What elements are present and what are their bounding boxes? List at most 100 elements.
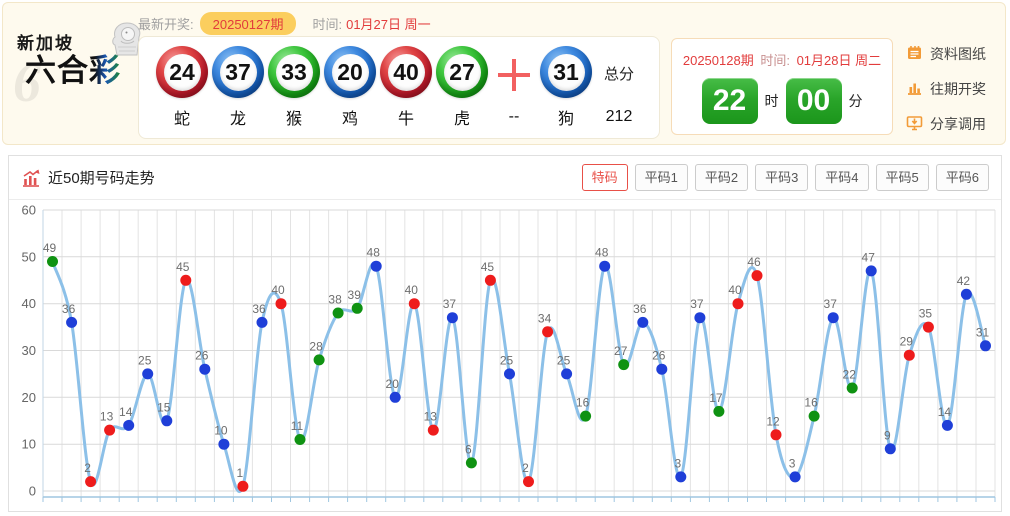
next-draw-time-value: 01月28日 周二	[796, 53, 882, 68]
tab-special-code[interactable]: 特码	[581, 164, 628, 191]
svg-text:36: 36	[252, 302, 266, 316]
svg-text:45: 45	[176, 260, 190, 274]
svg-text:3: 3	[789, 456, 796, 470]
svg-text:30: 30	[22, 343, 36, 358]
svg-text:47: 47	[862, 250, 876, 264]
zodiac-label: 龙	[229, 111, 246, 128]
zodiac-label: 牛	[397, 111, 414, 128]
ball-number: 24	[163, 53, 201, 91]
svg-text:20: 20	[22, 390, 36, 405]
svg-text:25: 25	[500, 353, 514, 367]
ball-column-special: 31 狗	[539, 46, 593, 129]
svg-text:25: 25	[138, 353, 152, 367]
side-link-2[interactable]: 分享调用	[906, 113, 986, 135]
zodiac-label: 蛇	[173, 111, 190, 128]
logo-ghost-numeral: 6	[13, 51, 41, 115]
svg-text:14: 14	[119, 405, 133, 419]
ball-column: 27 虎	[435, 46, 489, 129]
plus-column: --	[491, 49, 537, 126]
grid-lines	[42, 209, 996, 497]
zodiac-label: 狗	[557, 111, 574, 128]
svg-text:6: 6	[465, 442, 472, 456]
ball-number: 33	[275, 53, 313, 91]
ball-number: 37	[219, 53, 257, 91]
zodiac-label: 虎	[453, 111, 470, 128]
svg-text:0: 0	[29, 484, 36, 499]
tab-normal-code-5[interactable]: 平码5	[875, 164, 929, 191]
total-column: 总分 212	[595, 49, 643, 126]
svg-text:37: 37	[690, 297, 704, 311]
logo-region-text: 新加坡	[17, 34, 74, 53]
svg-text:36: 36	[633, 302, 647, 316]
side-link-label: 往期开奖	[930, 81, 986, 97]
svg-text:14: 14	[938, 405, 952, 419]
tab-normal-code-3[interactable]: 平码3	[755, 164, 809, 191]
side-link-0[interactable]: 资料图纸	[906, 43, 986, 65]
latest-draw-line: 最新开奖: 20250127期 时间: 01月27日 周一	[138, 12, 431, 35]
ball-column: 40 牛	[379, 46, 433, 129]
lottery-ball-blue: 20	[324, 46, 376, 98]
svg-text:42: 42	[957, 274, 971, 288]
ball-number: 31	[547, 53, 585, 91]
svg-text:35: 35	[919, 307, 933, 321]
svg-text:13: 13	[100, 410, 114, 424]
svg-text:13: 13	[424, 410, 438, 424]
svg-text:26: 26	[195, 349, 209, 363]
trend-chart: 0 10 20 30 40 50 60 49 36 2 13 14 25 15 45 26 10 1 36 40 11 2…	[9, 200, 1001, 511]
tab-normal-code-1[interactable]: 平码1	[634, 164, 688, 191]
svg-text:49: 49	[43, 241, 57, 255]
trend-title: 近50期号码走势	[48, 170, 155, 187]
merlion-icon	[112, 22, 141, 56]
countdown-hours: 22	[701, 78, 758, 124]
svg-text:34: 34	[538, 311, 552, 325]
svg-text:17: 17	[709, 391, 723, 405]
svg-text:2: 2	[522, 461, 529, 475]
svg-text:16: 16	[576, 396, 590, 410]
countdown-minutes: 00	[785, 78, 842, 124]
svg-text:29: 29	[900, 335, 914, 349]
plus-label: --	[508, 108, 520, 125]
svg-text:48: 48	[367, 246, 381, 260]
ball-column: 33 猴	[267, 46, 321, 129]
countdown-panel: 20250128期 时间: 01月28日 周二 22 时 00 分	[671, 38, 893, 135]
svg-text:60: 60	[22, 203, 36, 218]
svg-text:25: 25	[557, 353, 571, 367]
ball-column: 37 龙	[211, 46, 265, 129]
total-value: 212	[605, 108, 633, 125]
svg-text:37: 37	[824, 297, 838, 311]
side-link-1[interactable]: 往期开奖	[906, 78, 986, 100]
issue-badge: 20250127期	[199, 12, 297, 35]
side-links: 资料图纸 往期开奖 分享调用	[906, 43, 986, 148]
lottery-ball-green: 27	[436, 46, 488, 98]
lottery-ball-blue: 31	[540, 46, 592, 98]
countdown-timer: 22 时 00 分	[672, 78, 892, 124]
svg-text:16: 16	[804, 396, 818, 410]
y-axis-labels: 0 10 20 30 40 50 60	[22, 203, 36, 499]
hour-unit-label: 时	[764, 93, 779, 109]
ball-number: 40	[387, 53, 425, 91]
site-logo: 6 新加坡 六合彩	[13, 22, 141, 114]
latest-draw-label: 最新开奖:	[138, 17, 194, 32]
tab-normal-code-2[interactable]: 平码2	[694, 164, 749, 191]
svg-text:27: 27	[614, 344, 628, 358]
next-draw-time-label: 时间:	[760, 53, 790, 68]
zodiac-label: 鸡	[341, 111, 358, 128]
next-draw-line: 20250128期 时间: 01月28日 周二	[672, 50, 892, 69]
svg-text:40: 40	[22, 296, 36, 311]
ball-column: 24 蛇	[155, 46, 209, 129]
ball-number: 27	[443, 53, 481, 91]
draw-balls-panel: 24 蛇 37 龙 33 猴 20 鸡 40 牛 27 虎 --	[138, 36, 660, 139]
tab-normal-code-6[interactable]: 平码6	[935, 164, 989, 191]
svg-text:39: 39	[348, 288, 362, 302]
svg-text:26: 26	[652, 349, 666, 363]
tab-normal-code-4[interactable]: 平码4	[815, 164, 869, 191]
header-panel: 6 新加坡 六合彩 最新开奖: 20250127期 时间: 01月27日 周一 …	[2, 2, 1006, 145]
svg-text:15: 15	[157, 400, 171, 414]
svg-text:45: 45	[481, 260, 495, 274]
side-link-label: 资料图纸	[930, 46, 986, 62]
ball-number: 20	[331, 53, 369, 91]
svg-text:9: 9	[884, 428, 891, 442]
svg-text:20: 20	[386, 377, 400, 391]
